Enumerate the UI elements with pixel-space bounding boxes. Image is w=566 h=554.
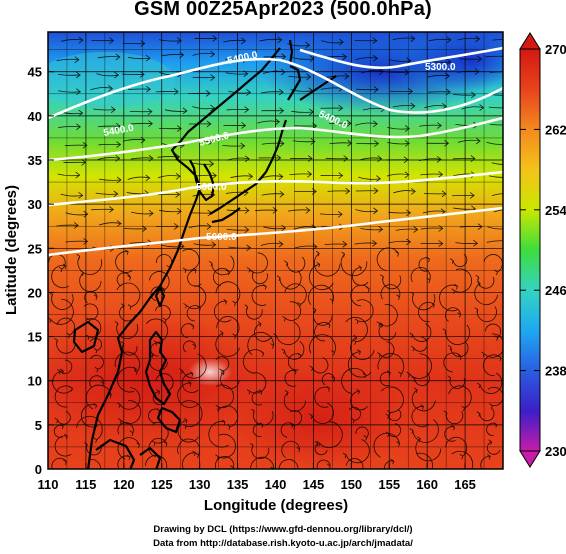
y-tick-label: 45 <box>28 65 42 80</box>
x-tick-label: 160 <box>416 477 438 492</box>
colorbar-tick-label: 262 <box>545 122 566 137</box>
credit-data: Data from http://database.rish.kyoto-u.a… <box>153 538 413 549</box>
x-tick-label: 115 <box>75 477 96 492</box>
temperature-field <box>48 32 503 469</box>
colorbar: 270 262 254 246 238 230 <box>519 32 566 468</box>
contour-label: 5400.0 <box>103 123 135 139</box>
y-tick-label: 10 <box>28 374 42 389</box>
x-axis: 110 115 120 125 130 135 140 145 150 155 160 165 <box>38 463 476 492</box>
y-tick-label: 40 <box>28 109 42 124</box>
colorbar-top-arrow <box>519 32 541 50</box>
x-axis-label: Longitude (degrees) <box>204 497 348 514</box>
y-tick-label: 15 <box>28 330 42 345</box>
x-tick-label: 125 <box>151 477 173 492</box>
x-tick-label: 145 <box>303 477 325 492</box>
y-axis-label: Latitude (degrees) <box>3 185 20 315</box>
contour-label: 5600.0 <box>206 232 237 243</box>
x-tick-label: 140 <box>265 477 287 492</box>
lat-lon-grid <box>48 32 503 469</box>
x-tick-label: 120 <box>113 477 135 492</box>
contour-5700 <box>48 206 503 257</box>
contour-label: 5600.0 <box>196 182 227 193</box>
contour-5300 <box>299 46 503 70</box>
colorbar-tick-label: 238 <box>545 364 566 379</box>
y-tick-label: 5 <box>35 418 42 433</box>
colorbar-tick-label: 254 <box>545 203 566 218</box>
colorbar-tick-label: 246 <box>545 283 566 298</box>
height-contours <box>48 46 503 257</box>
colorbar-bottom-arrow <box>519 450 541 468</box>
contour-5400 <box>48 57 503 120</box>
contour-label: 5300.0 <box>425 62 456 73</box>
x-tick-label: 150 <box>340 477 362 492</box>
x-tick-label: 165 <box>454 477 476 492</box>
y-axis: 0 5 10 15 20 25 30 35 40 45 <box>28 65 54 477</box>
colorbar-tick-label: 230 <box>545 444 566 459</box>
x-tick-label: 110 <box>38 477 59 492</box>
y-tick-label: 0 <box>35 462 42 477</box>
credit-drawing: Drawing by DCL (https://www.gfd-dennou.o… <box>153 524 413 535</box>
y-tick-label: 25 <box>28 241 42 256</box>
y-tick-label: 30 <box>28 197 42 212</box>
y-tick-label: 20 <box>28 285 42 300</box>
contour-5600 <box>48 170 503 207</box>
page-title: GSM 00Z25Apr2023 (500.0hPa) <box>134 0 432 20</box>
x-tick-label: 130 <box>189 477 211 492</box>
x-tick-label: 155 <box>378 477 400 492</box>
contour-5500 <box>48 116 503 162</box>
y-tick-label: 35 <box>28 153 42 168</box>
x-tick-label: 135 <box>227 477 249 492</box>
colorbar-tick-label: 270 <box>545 42 566 57</box>
